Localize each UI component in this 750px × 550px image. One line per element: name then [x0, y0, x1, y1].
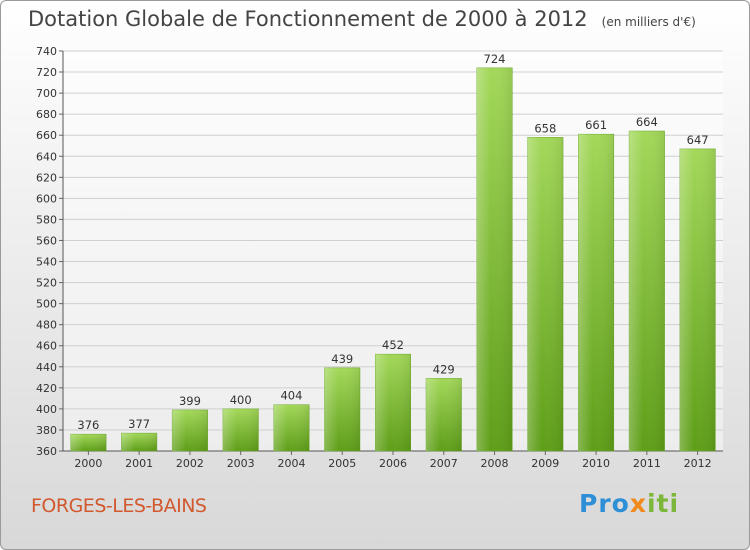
- bar-value-label: 439: [331, 352, 353, 366]
- x-tick-label: 2007: [430, 457, 458, 470]
- x-tick-label: 2005: [328, 457, 356, 470]
- bar-shading: [324, 367, 360, 451]
- bar-shading: [121, 433, 157, 451]
- bar-shading: [527, 137, 564, 451]
- x-tick-label: 2004: [277, 457, 305, 470]
- y-tick-label: 740: [36, 45, 57, 58]
- bar-value-label: 661: [585, 118, 607, 132]
- chart-title: Dotation Globale de Fonctionnement de 20…: [28, 7, 696, 31]
- y-tick-label: 360: [36, 445, 57, 458]
- y-tick-label: 660: [36, 129, 57, 142]
- bar-shading: [578, 134, 614, 451]
- x-tick-label: 2002: [176, 457, 204, 470]
- logo-part-2: x: [629, 489, 647, 518]
- bar-shading: [70, 434, 107, 451]
- bar-value-label: 400: [230, 393, 252, 407]
- bar-shading: [375, 354, 411, 451]
- bar-value-label: 724: [484, 52, 506, 66]
- y-tick-label: 380: [36, 424, 57, 437]
- y-tick-label: 680: [36, 108, 57, 121]
- x-axis: 2000 2001 2002 2003 2004 2005 2006 2007 2008 2009…: [74, 451, 712, 470]
- x-tick-label: 2009: [531, 457, 559, 470]
- y-tick-label: 520: [36, 277, 57, 290]
- bar-shading: [629, 131, 665, 451]
- y-tick-label: 540: [36, 256, 57, 269]
- bar-shading: [222, 408, 259, 451]
- bar-value-label: 452: [382, 338, 404, 352]
- commune-name: FORGES-LES-BAINS: [31, 495, 207, 517]
- x-tick-label: 2012: [684, 457, 712, 470]
- bar-value-label: 664: [636, 115, 658, 129]
- x-tick-label: 2008: [481, 457, 509, 470]
- bar-shading: [273, 404, 310, 451]
- y-tick-label: 580: [36, 213, 57, 226]
- bar-value-label: 429: [433, 362, 455, 376]
- logo-part-3: iti: [646, 489, 680, 518]
- x-tick-label: 2001: [125, 457, 153, 470]
- bar-shading: [426, 378, 462, 451]
- y-tick-label: 560: [36, 234, 57, 247]
- y-tick-label: 440: [36, 361, 57, 374]
- bar-shading: [679, 148, 716, 452]
- bar-value-label: 647: [687, 133, 709, 147]
- proxiti-logo[interactable]: Proxiti: [579, 489, 679, 518]
- y-tick-label: 400: [36, 403, 57, 416]
- y-tick-label: 700: [36, 87, 57, 100]
- title-unit: (en milliers d'€): [601, 15, 696, 29]
- logo-part-1: Pro: [579, 489, 630, 518]
- bar-shading: [476, 67, 513, 451]
- y-tick-label: 600: [36, 192, 57, 205]
- y-tick-label: 480: [36, 319, 57, 332]
- x-tick-label: 2010: [582, 457, 610, 470]
- x-tick-label: 2003: [227, 457, 255, 470]
- y-tick-label: 420: [36, 382, 57, 395]
- y-tick-label: 720: [36, 66, 57, 79]
- title-text: Dotation Globale de Fonctionnement de 20…: [28, 7, 588, 31]
- bar-shading: [172, 409, 208, 451]
- x-tick-label: 2006: [379, 457, 407, 470]
- y-tick-label: 460: [36, 340, 57, 353]
- x-tick-label: 2000: [74, 457, 102, 470]
- y-tick-label: 640: [36, 150, 57, 163]
- bar-value-label: 376: [77, 418, 99, 432]
- x-tick-label: 2011: [633, 457, 661, 470]
- bar-value-label: 658: [534, 121, 556, 135]
- bar-value-label: 399: [179, 394, 201, 408]
- bar-value-label: 377: [128, 417, 150, 431]
- bars: 376 377 399 400 404 439 452 429 724 658 661 664 647: [70, 52, 716, 452]
- y-tick-label: 500: [36, 298, 57, 311]
- y-tick-label: 620: [36, 171, 57, 184]
- bar-value-label: 404: [280, 389, 302, 403]
